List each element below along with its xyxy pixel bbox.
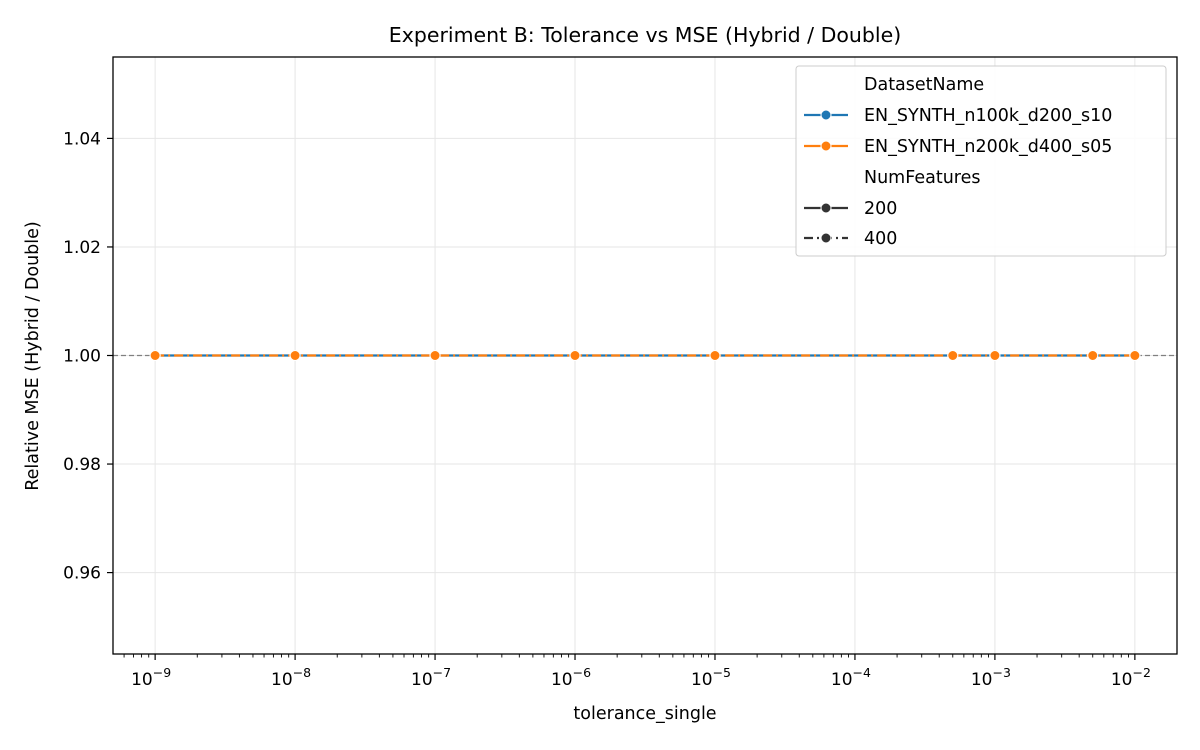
data-point — [1129, 350, 1141, 361]
data-point — [429, 350, 441, 361]
y-axis-title: Relative MSE (Hybrid / Double) — [23, 221, 43, 490]
data-point — [1087, 350, 1099, 361]
legend: DatasetName EN_SYNTH_n100k_d200_s10 EN_SYN… — [795, 65, 1167, 257]
y-tick-label: 0.98 — [63, 455, 101, 475]
legend-style-marker — [820, 202, 832, 214]
x-tick-label: 10−4 — [831, 665, 871, 690]
data-point — [569, 350, 581, 361]
x-tick-label: 10−7 — [411, 665, 451, 690]
y-axis-ticks: 0.96 0.98 1.00 1.02 1.04 — [63, 129, 113, 584]
series-layer — [149, 350, 1141, 361]
x-tick-label: 10−6 — [551, 665, 591, 690]
x-tick-label: 10−2 — [1111, 665, 1151, 690]
data-point — [149, 350, 161, 361]
chart-title: Experiment B: Tolerance vs MSE (Hybrid /… — [389, 23, 902, 47]
y-tick-label: 1.00 — [63, 347, 101, 367]
legend-style-label: 400 — [864, 229, 897, 249]
data-point — [289, 350, 301, 361]
x-axis-ticks: 10−9 10−8 10−7 10−6 10−5 10−4 10−3 10−2 — [123, 654, 1151, 690]
x-tick-label: 10−9 — [131, 665, 171, 690]
x-axis-title: tolerance_single — [573, 704, 716, 724]
legend-style-label: 200 — [864, 199, 897, 219]
legend-hue-marker — [820, 109, 832, 121]
legend-hue-label: EN_SYNTH_n200k_d400_s05 — [864, 137, 1112, 157]
data-point — [947, 350, 959, 361]
y-tick-label: 0.96 — [63, 564, 101, 584]
legend-hue-title: DatasetName — [864, 75, 984, 95]
data-point — [989, 350, 1001, 361]
legend-style-marker — [820, 232, 832, 244]
y-tick-label: 1.02 — [63, 238, 101, 258]
x-tick-label: 10−3 — [971, 665, 1011, 690]
data-point — [709, 350, 721, 361]
legend-style-title: NumFeatures — [864, 168, 980, 188]
legend-box — [795, 65, 1167, 257]
legend-hue-label: EN_SYNTH_n100k_d200_s10 — [864, 106, 1112, 126]
y-tick-label: 1.04 — [63, 129, 101, 149]
legend-hue-marker — [820, 140, 832, 152]
x-tick-label: 10−8 — [271, 665, 311, 690]
x-tick-label: 10−5 — [691, 665, 731, 690]
